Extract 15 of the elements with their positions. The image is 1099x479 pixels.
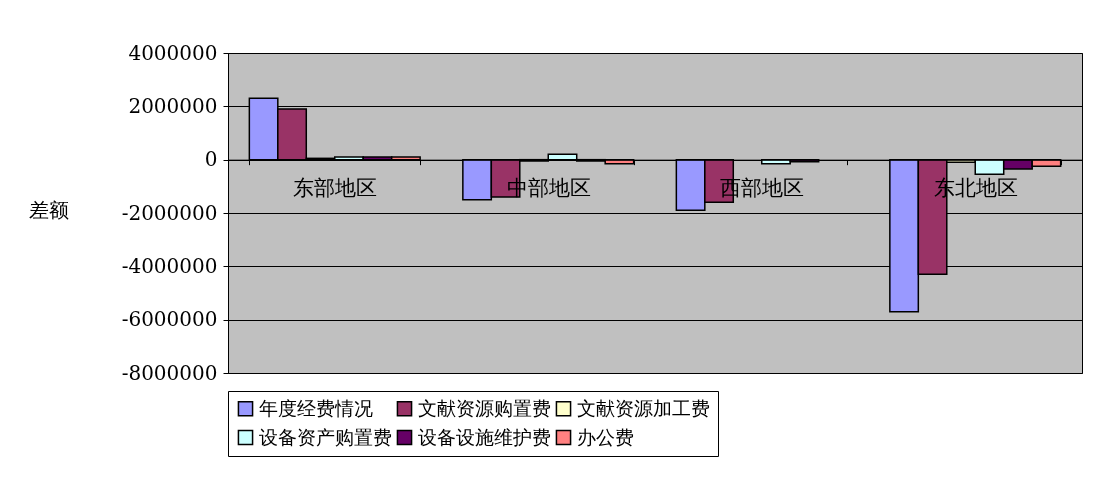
legend-label: 设备设施维护费 (418, 425, 551, 448)
y-tick-label: -2000000 (121, 200, 218, 225)
y-tick-label: 0 (204, 147, 218, 172)
x-tick-label: 东部地区 (293, 176, 378, 201)
legend-label: 文献资源购置费 (418, 396, 551, 419)
legend-label: 文献资源加工费 (577, 396, 710, 419)
legend-label: 设备资产购置费 (259, 425, 392, 448)
y-tick-label: -4000000 (121, 253, 218, 278)
y-tick-label: 4000000 (128, 40, 218, 65)
legend-label: 年度经费情况 (259, 396, 373, 419)
legend-label: 办公费 (577, 425, 634, 448)
y-tick-label: -8000000 (121, 360, 218, 385)
y-tick-label: -6000000 (121, 307, 218, 332)
y-axis-title: 差额 (28, 197, 69, 222)
y-tick-label: 2000000 (128, 93, 218, 118)
